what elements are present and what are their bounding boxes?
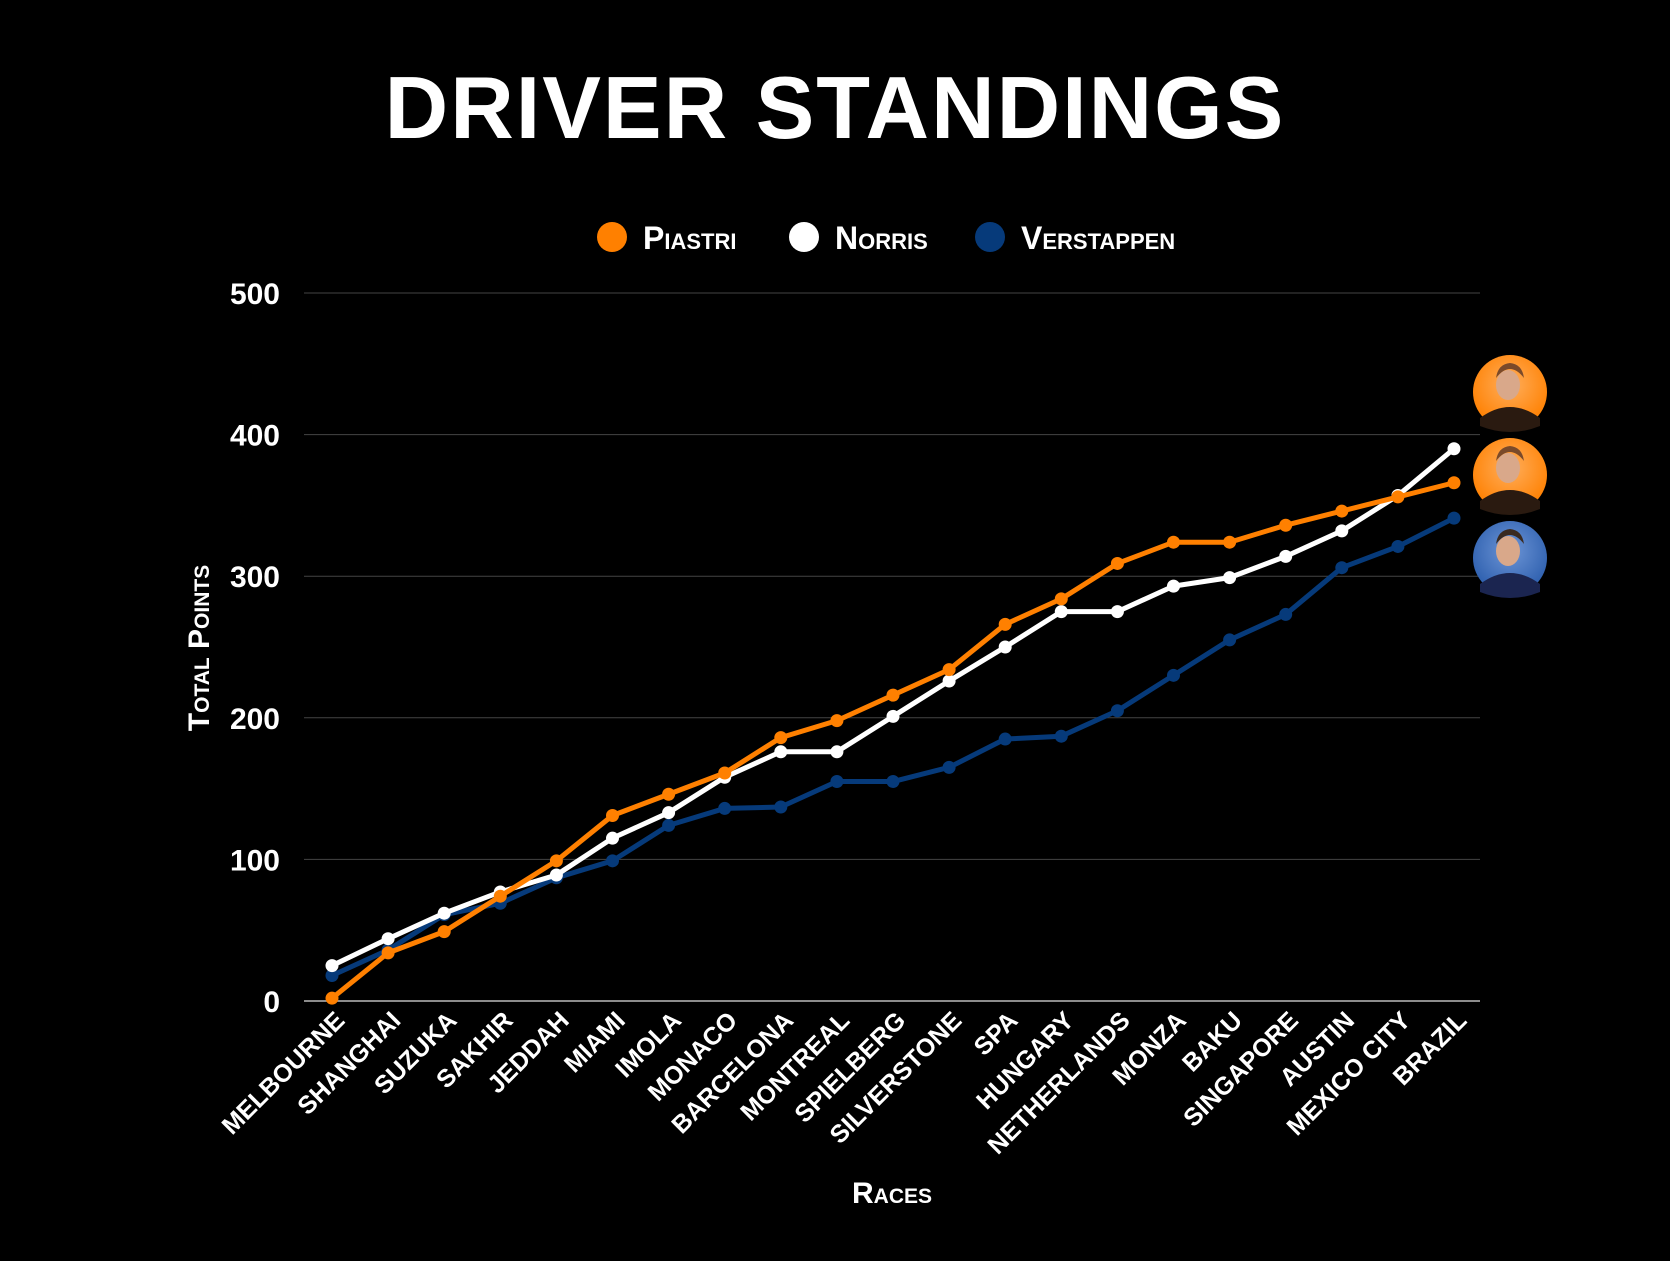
data-point [1167,535,1180,549]
y-axis-ticks: 0 100 200 300 400 500 [230,278,280,1019]
data-point [1279,607,1293,621]
series-piastri [325,476,1461,1005]
avatar-verstappen [1473,521,1547,598]
avatar-piastri [1473,438,1547,515]
driver-avatars [1473,355,1547,598]
data-point [1110,556,1124,570]
data-point [1279,518,1293,532]
data-point [830,745,844,759]
data-point [662,806,676,820]
data-point [437,925,451,939]
legend: Piastri Norris Verstappen [597,220,1175,256]
avatar-face [1496,536,1520,566]
data-point [942,760,956,774]
chart-title: DRIVER STANDINGS [385,58,1286,157]
data-point [1391,539,1405,553]
data-point [606,809,619,823]
data-point [1054,729,1068,743]
legend-label-norris: Norris [835,220,928,256]
data-point [1335,524,1349,538]
y-tick-label: 200 [230,703,280,736]
legend-marker-verstappen [975,222,1005,252]
data-point [886,709,900,723]
data-point [1447,476,1461,490]
legend-marker-piastri [597,222,627,252]
y-tick-label: 400 [230,420,280,453]
data-point [718,801,732,815]
x-axis-ticks: MELBOURNESHANGHAISUZUKASAKHIRJEDDAHMIAMI… [217,1006,1473,1160]
legend-label-verstappen: Verstappen [1021,220,1175,256]
avatar-hair [1496,363,1524,378]
data-point [886,688,900,702]
data-point [1223,633,1237,647]
data-point [1167,579,1180,593]
data-point [1054,592,1068,606]
data-point [998,617,1012,631]
data-point [1335,561,1349,575]
data-point [1110,704,1124,718]
avatar-face [1496,370,1520,400]
data-point [998,732,1012,746]
avatar-norris [1473,355,1547,432]
data-point [606,854,619,868]
data-point [774,731,788,745]
data-point [718,766,732,780]
data-point [549,868,563,882]
y-tick-label: 500 [230,278,280,311]
data-point [1223,571,1237,585]
data-point [662,787,676,801]
avatar-body [1480,407,1540,432]
data-point [774,800,788,814]
data-point [998,640,1012,654]
data-point [1054,605,1068,619]
avatar-face [1496,453,1520,483]
data-point [1335,504,1349,518]
legend-marker-norris [789,222,819,252]
avatar-hair [1496,529,1524,544]
grid [304,292,1480,1002]
avatar-body [1480,490,1540,515]
data-point [942,663,956,677]
data-point [493,889,507,903]
data-point [1447,442,1461,456]
data-point [1223,535,1237,549]
data-point [830,775,844,789]
data-point [1279,549,1293,563]
data-point [325,991,339,1005]
data-point [1110,605,1124,619]
data-point [437,906,451,920]
data-point [1391,490,1405,504]
series-verstappen [325,511,1461,983]
data-point [549,854,563,868]
data-point [381,932,395,946]
y-tick-label: 300 [230,561,280,594]
data-point [662,818,676,832]
y-axis-label: Total Points [183,565,216,731]
data-point [886,775,900,789]
data-point [325,959,339,973]
data-point [325,969,339,983]
y-tick-label: 100 [230,844,280,877]
data-point [1167,668,1180,682]
avatar-hair [1496,446,1524,461]
y-tick-label: 0 [263,986,280,1019]
series-lines [325,442,1461,1005]
avatar-body [1480,573,1540,598]
data-point [381,946,395,960]
data-point [606,831,619,845]
legend-label-piastri: Piastri [643,220,736,256]
data-point [774,745,788,759]
data-point [830,714,844,728]
x-axis-label: Races [852,1177,932,1210]
data-point [942,674,956,688]
data-point [1447,511,1461,525]
